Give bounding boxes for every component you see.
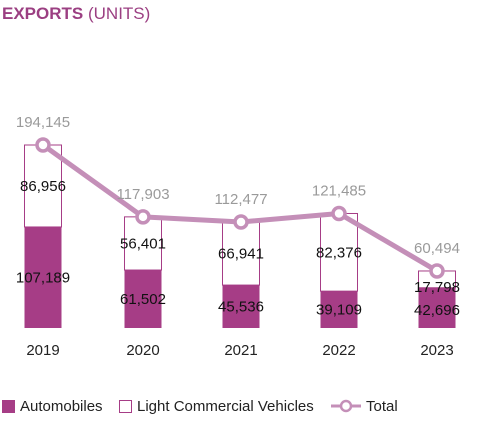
bar-lcv-2022: [320, 212, 358, 292]
bar-automobiles-2019: [24, 226, 62, 328]
x-tick-2020: 2020: [126, 342, 159, 359]
label-automobiles-2020: 61,502: [120, 291, 166, 308]
total-point-2020: [135, 209, 151, 225]
x-tick-2022: 2022: [322, 342, 355, 359]
bar-automobiles-2023: [418, 287, 456, 328]
automobiles-swatch: [2, 399, 15, 413]
x-tick-2023: 2023: [420, 342, 453, 359]
chart-title-main: EXPORTS: [2, 4, 84, 23]
label-total-2021: 112,477: [214, 191, 267, 208]
legend-total: Total: [331, 396, 398, 416]
exports-chart: 107,189 86,956 2019 61,502 56,401 2020 45,536 6…: [16, 114, 460, 359]
chart-title: EXPORTS (UNITS): [2, 4, 150, 24]
label-total-2022: 121,485: [312, 182, 366, 199]
legend-total-label: Total: [366, 397, 398, 415]
label-automobiles-2021: 45,536: [218, 299, 264, 316]
legend-automobiles-label: Automobiles: [20, 397, 103, 415]
bar-lcv-2020: [124, 216, 162, 271]
label-lcv-2020: 56,401: [120, 235, 166, 252]
label-automobiles-2023: 42,696: [414, 302, 460, 319]
label-lcv-2021: 66,941: [218, 246, 264, 263]
label-automobiles-2022: 39,109: [316, 302, 362, 319]
bar-lcv-2019: [24, 144, 62, 228]
bar-automobiles-2021: [222, 285, 260, 328]
total-point-2022: [331, 205, 347, 222]
legend-automobiles: Automobiles: [2, 396, 103, 416]
total-line-group: [35, 137, 445, 279]
labels-group: 107,189 86,956 2019 61,502 56,401 2020 45,536 6…: [16, 114, 460, 359]
label-lcv-2022: 82,376: [316, 244, 362, 261]
label-total-2019: 194,145: [16, 114, 70, 131]
lcv-swatch: [119, 399, 132, 413]
bar-automobiles-2020: [124, 270, 162, 328]
label-total-2023: 60,494: [414, 240, 460, 257]
total-point-2023: [429, 263, 445, 279]
label-lcv-2023: 17,798: [414, 279, 460, 296]
total-point-2019: [35, 137, 51, 153]
legend-lcv-label: Light Commercial Vehicles: [137, 397, 314, 415]
label-total-2020: 117,903: [116, 186, 169, 203]
label-lcv-2019: 86,956: [20, 178, 66, 195]
bar-automobiles-2022: [320, 291, 358, 328]
chart-title-sub: (UNITS): [87, 4, 151, 23]
legend-lcv: Light Commercial Vehicles: [119, 396, 314, 416]
label-automobiles-2019: 107,189: [16, 269, 70, 286]
bars-group: [24, 144, 456, 328]
total-line-swatch: [331, 399, 361, 413]
total-point-2021: [233, 214, 249, 230]
x-tick-2021: 2021: [224, 342, 257, 359]
x-tick-2019: 2019: [26, 342, 59, 359]
